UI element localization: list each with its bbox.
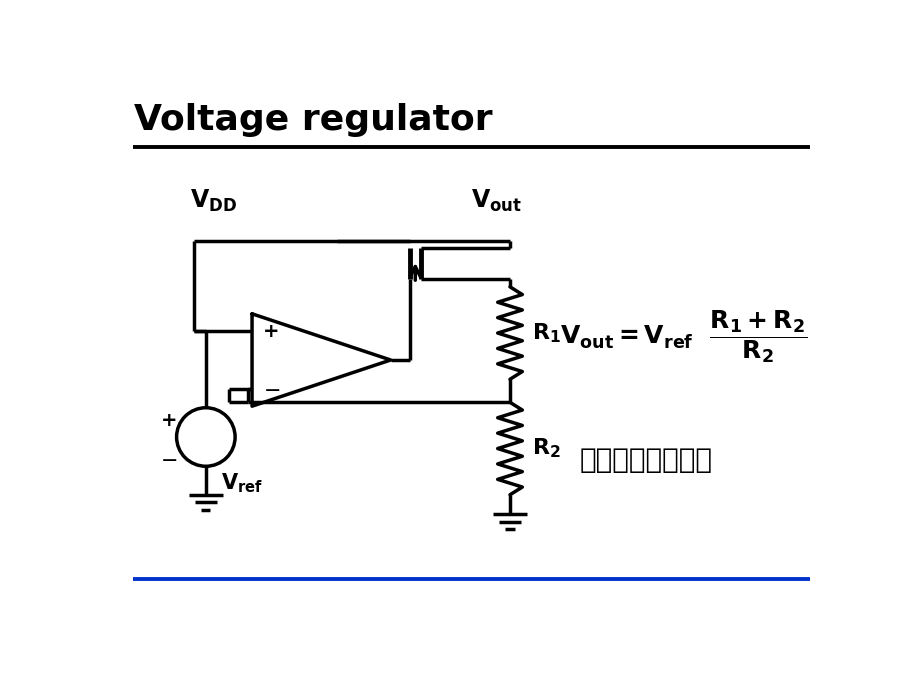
Text: $\mathbf{R_1}$: $\mathbf{R_1}$ [531, 322, 560, 345]
Text: $\mathbf{R_2}$: $\mathbf{R_2}$ [531, 437, 560, 460]
Text: +: + [263, 322, 279, 341]
Text: $-$: $-$ [160, 448, 177, 469]
Text: $\mathbf{V_{ref}}$: $\mathbf{V_{ref}}$ [221, 471, 263, 495]
Text: $\mathbf{V_{DD}}$: $\mathbf{V_{DD}}$ [190, 188, 237, 214]
Text: 基准电压运用举例: 基准电压运用举例 [579, 446, 711, 474]
Text: $-$: $-$ [263, 379, 279, 399]
Text: $\mathbf{V_{out} = V_{ref}}$  $\mathbf{\dfrac{R_1 + R_2}{R_2}}$: $\mathbf{V_{out} = V_{ref}}$ $\mathbf{\d… [560, 309, 806, 365]
Text: Voltage regulator: Voltage regulator [134, 103, 493, 137]
Text: +: + [161, 411, 177, 430]
Text: $\mathbf{V_{out}}$: $\mathbf{V_{out}}$ [471, 188, 522, 214]
